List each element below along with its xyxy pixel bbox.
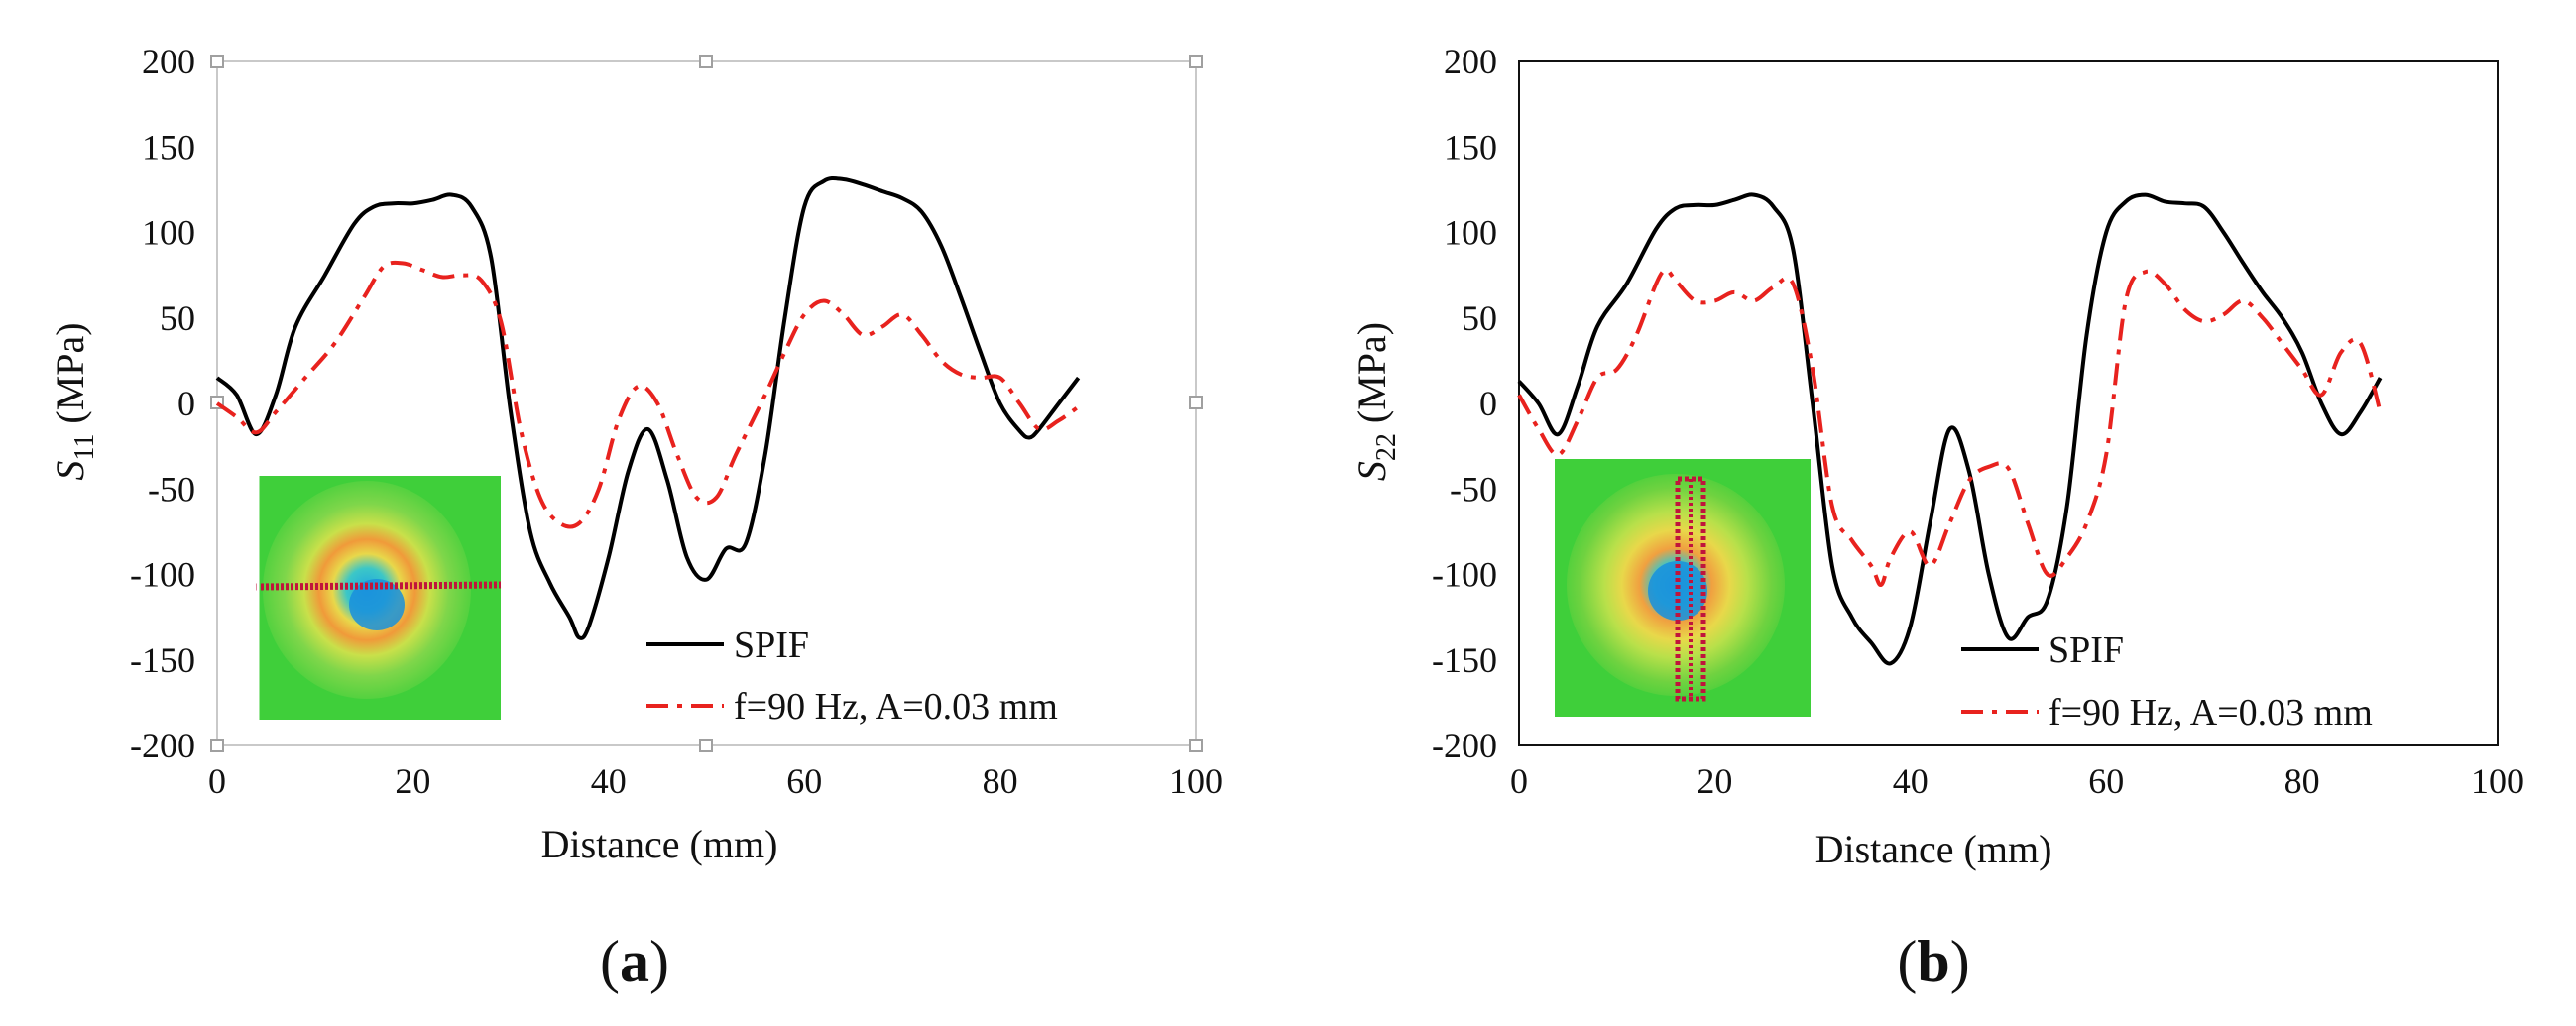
- y-tick-label: -150: [1432, 640, 1497, 680]
- y-tick-label: 50: [1462, 298, 1497, 338]
- x-tick-label: 20: [1697, 761, 1732, 801]
- series-line-vibration: [1517, 268, 2383, 587]
- legend: SPIF f=90 Hz, A=0.03 mm: [1961, 629, 2373, 734]
- y-tick-label: 0: [177, 384, 195, 423]
- y-tick-label: 0: [1479, 384, 1497, 423]
- y-tick-label: 150: [1444, 127, 1497, 167]
- caption-b: (b): [1897, 929, 1969, 994]
- caption-a: (a): [600, 929, 669, 994]
- x-tick-label: 80: [2284, 761, 2320, 801]
- resize-handle[interactable]: [699, 739, 713, 752]
- x-tick-labels: 0 20 40 60 80 100: [1510, 761, 2524, 801]
- y-tick-labels: 200 150 100 50 0 -50 -100 -150 -200: [1432, 42, 1497, 765]
- x-tick-label: 0: [208, 761, 226, 801]
- legend-label-spif: SPIF: [2049, 629, 2124, 671]
- y-tick-label: -150: [130, 640, 195, 680]
- y-tick-label: 150: [142, 127, 195, 167]
- y-axis-unit: (MPa): [48, 322, 92, 423]
- y-tick-label: 200: [142, 42, 195, 81]
- stress-contour-inset: [1555, 459, 1811, 717]
- y-tick-labels: 200 150 100 50 0 -50 -100 -150 -200: [130, 42, 195, 765]
- resize-handle[interactable]: [1189, 55, 1203, 68]
- y-tick-label: 100: [1444, 213, 1497, 253]
- x-tick-label: 100: [1169, 761, 1223, 801]
- series-line-vibration: [215, 260, 1080, 529]
- y-tick-label: -50: [148, 469, 195, 509]
- x-tick-label: 40: [591, 761, 627, 801]
- y-tick-label: -200: [1432, 726, 1497, 765]
- resize-handle[interactable]: [699, 55, 713, 68]
- chart-b: 200 150 100 50 0 -50 -100 -150 -200 0 20 40 60 80 100…: [1349, 42, 2524, 994]
- y-tick-label: -50: [1450, 469, 1497, 509]
- y-tick-label: 100: [142, 213, 195, 253]
- x-axis-title: Distance (mm): [541, 822, 778, 866]
- y-tick-label: 50: [160, 298, 195, 338]
- x-tick-label: 0: [1510, 761, 1528, 801]
- plot-lines: [1517, 192, 2383, 666]
- resize-handle[interactable]: [1189, 396, 1203, 409]
- y-tick-label: 200: [1444, 42, 1497, 81]
- x-tick-label: 20: [395, 761, 430, 801]
- x-tick-label: 60: [2088, 761, 2124, 801]
- y-tick-label: -100: [1432, 555, 1497, 595]
- plot-lines: [215, 175, 1081, 640]
- y-axis-title: S11 (MPa): [48, 322, 100, 480]
- x-tick-label: 60: [786, 761, 822, 801]
- y-axis-title: S22 (MPa): [1349, 322, 1402, 481]
- legend-label-vibration: f=90 Hz, A=0.03 mm: [734, 686, 1058, 728]
- y-axis-symbol: S: [48, 461, 92, 481]
- resize-handle[interactable]: [210, 55, 224, 68]
- resize-handle[interactable]: [1189, 739, 1203, 752]
- x-tick-label: 40: [1893, 761, 1929, 801]
- legend: SPIF f=90 Hz, A=0.03 mm: [646, 625, 1058, 728]
- x-tick-label: 100: [2471, 761, 2524, 801]
- chart-a-frame-handles: [210, 55, 1203, 752]
- y-tick-label: -100: [130, 555, 195, 595]
- chart-b-frame: [1518, 60, 2499, 746]
- x-tick-labels: 0 20 40 60 80 100: [208, 761, 1223, 801]
- y-axis-symbol: S: [1349, 461, 1394, 481]
- legend-label-spif: SPIF: [734, 625, 809, 666]
- series-line-spif: [1517, 192, 2383, 666]
- x-axis-title: Distance (mm): [1815, 827, 2052, 871]
- series-line-spif: [215, 175, 1081, 640]
- x-tick-label: 80: [983, 761, 1018, 801]
- y-tick-label: -200: [130, 726, 195, 765]
- y-axis-subscript: 22: [1371, 433, 1402, 461]
- y-axis-subscript: 11: [69, 434, 100, 461]
- stress-contour-inset: [255, 476, 502, 720]
- resize-handle[interactable]: [210, 739, 224, 752]
- chart-a: 200 150 100 50 0 -50 -100 -150 -200 0 20 40 60 80 100…: [48, 42, 1223, 994]
- legend-label-vibration: f=90 Hz, A=0.03 mm: [2049, 692, 2373, 734]
- y-axis-unit: (MPa): [1349, 322, 1394, 423]
